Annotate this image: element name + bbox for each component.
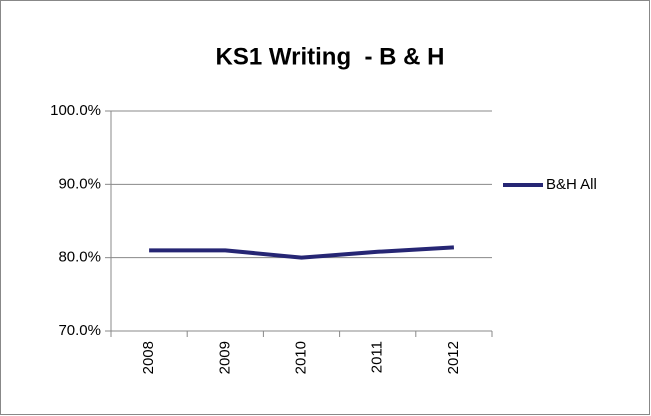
y-tick-label: 100.0% [50,102,101,119]
x-tick-label: 2012 [445,341,462,374]
line-series [149,245,455,260]
legend-label: B&H All [546,176,597,193]
y-tick-label: 70.0% [58,322,101,339]
x-tick-label: 2008 [140,341,157,374]
x-tick-label: 2011 [369,341,386,373]
x-tick-label: 2010 [292,341,309,374]
chart-title: KS1 Writing - B & H [216,43,445,70]
x-tick-label: 2009 [216,341,233,374]
y-tick-label: 80.0% [58,249,101,266]
y-tick-label: 90.0% [58,175,101,192]
